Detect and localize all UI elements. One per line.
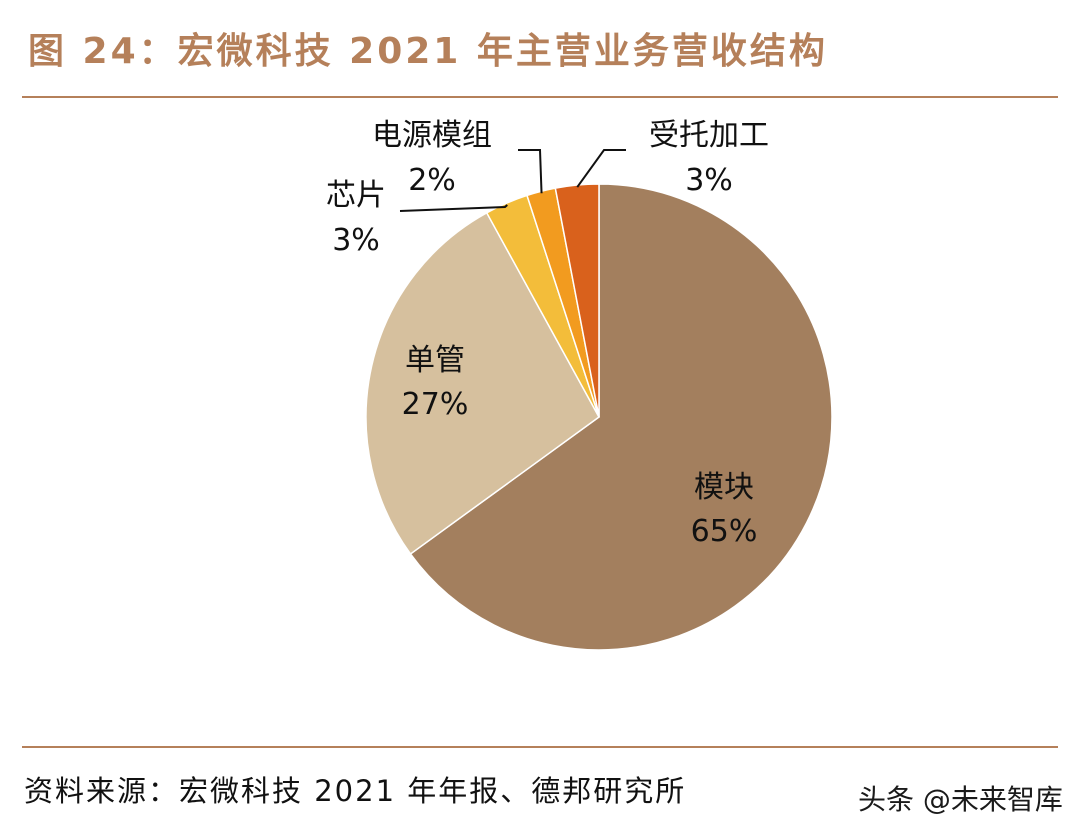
source-note: 资料来源：宏微科技 2021 年年报、德邦研究所 (24, 774, 687, 808)
pie-slice-4 (554, 183, 600, 418)
leader-line-3 (518, 149, 543, 194)
pie-slice-0 (409, 183, 833, 651)
footer-divider (22, 746, 1058, 748)
watermark: 头条 @未来智库 (858, 778, 1063, 818)
chart-title: 图 24：宏微科技 2021 年主营业务营收结构 (28, 31, 828, 72)
slice-label-1: 单管 (405, 343, 465, 378)
pie-slice-1 (365, 211, 600, 556)
leader-line-4 (576, 149, 626, 188)
slice-label-3: 电源模组 (372, 118, 492, 153)
slice-value-2: 3% (332, 223, 380, 258)
slice-label-4: 受托加工 (649, 118, 769, 153)
watermark-text: 头条 @未来智库 (858, 783, 1063, 816)
slice-value-1: 27% (402, 387, 469, 422)
slice-label-0: 模块 (694, 470, 754, 505)
slice-value-3: 2% (408, 163, 456, 198)
pie-chart: 模块 65% 单管 27% 芯片 3% 电源模组 2% 受托加工 3% (326, 118, 833, 651)
leader-line-2 (399, 204, 508, 212)
slice-value-4: 3% (685, 163, 733, 198)
slice-value-0: 65% (691, 514, 758, 549)
slice-label-2: 芯片 (326, 178, 386, 213)
title-divider (22, 96, 1058, 98)
